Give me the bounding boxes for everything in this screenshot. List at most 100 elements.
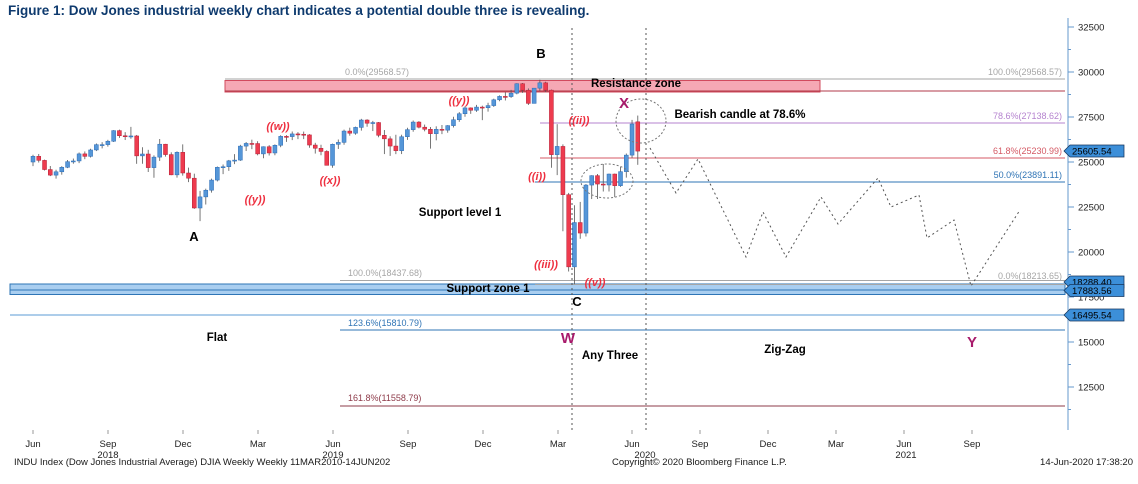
candle-up bbox=[243, 143, 249, 147]
candle-down bbox=[382, 135, 387, 140]
candle-up bbox=[157, 143, 162, 158]
x-axis-month-label: Jun bbox=[25, 439, 40, 450]
candle-up bbox=[405, 129, 410, 137]
candle-down bbox=[36, 156, 42, 161]
candle-down bbox=[301, 133, 306, 136]
x-axis-month-label: Mar bbox=[828, 439, 844, 450]
candle-up bbox=[197, 196, 203, 209]
candle-down bbox=[82, 153, 88, 157]
candle-up bbox=[94, 144, 99, 151]
candle-up bbox=[370, 122, 376, 124]
wave-label: ((w)) bbox=[266, 121, 290, 133]
candle-up bbox=[485, 105, 491, 108]
candle-down bbox=[376, 122, 381, 136]
candle-down bbox=[635, 121, 641, 152]
candle-up bbox=[99, 144, 105, 146]
x-axis-month-label: Sep bbox=[964, 439, 981, 450]
candle-up bbox=[272, 145, 278, 154]
candle-up bbox=[336, 142, 341, 145]
candle-down bbox=[312, 144, 318, 149]
wave-label: ((iii)) bbox=[534, 259, 558, 271]
candle-down bbox=[416, 121, 422, 128]
candle-down bbox=[595, 175, 600, 185]
candle-up bbox=[215, 167, 220, 181]
candle-down bbox=[284, 136, 289, 138]
price-tag-label: 16495.54 bbox=[1072, 311, 1112, 322]
candle-down bbox=[526, 89, 531, 104]
figure-title: Figure 1: Dow Jones industrial weekly ch… bbox=[8, 3, 590, 18]
candle-down bbox=[549, 89, 554, 155]
candle-up bbox=[76, 153, 82, 162]
candle-down bbox=[48, 169, 53, 176]
price-tag bbox=[1063, 144, 1125, 158]
note-label: Support level 1 bbox=[419, 207, 502, 219]
fib-label: 78.6%(27138.62) bbox=[993, 111, 1062, 121]
candle-up bbox=[359, 119, 364, 128]
candle-up bbox=[508, 92, 514, 97]
candle-up bbox=[445, 125, 450, 131]
support-zone-band bbox=[9, 283, 1066, 295]
candle-down bbox=[422, 126, 427, 130]
candle-down bbox=[145, 153, 151, 168]
candle-up bbox=[399, 136, 404, 151]
candle-down bbox=[122, 135, 128, 138]
candle-up bbox=[111, 130, 116, 142]
swing-letter: B bbox=[536, 46, 545, 61]
x-axis-month-label: Sep bbox=[400, 439, 417, 450]
candle-up bbox=[71, 160, 76, 163]
candle-up bbox=[537, 82, 543, 89]
candle-up bbox=[278, 136, 283, 146]
candle-up bbox=[232, 159, 237, 162]
candle-up bbox=[330, 144, 335, 166]
candle-down bbox=[168, 154, 174, 176]
wave-label: ((x)) bbox=[320, 175, 341, 187]
projection-zigzag bbox=[649, 147, 1021, 288]
candle-up bbox=[174, 152, 180, 176]
candle-up bbox=[151, 156, 157, 168]
candle-down bbox=[324, 151, 330, 166]
swing-letter: C bbox=[572, 294, 582, 309]
candle-up bbox=[462, 107, 468, 114]
candle-down bbox=[543, 82, 548, 91]
candle-down bbox=[468, 107, 474, 111]
candle-up bbox=[53, 171, 59, 176]
wave-label: ((y)) bbox=[245, 194, 266, 206]
candle-up bbox=[451, 119, 456, 126]
footer-copyright: Copyright© 2020 Bloomberg Finance L.P. bbox=[612, 457, 787, 468]
x-axis-month-label: Dec bbox=[760, 439, 777, 450]
candle-down bbox=[520, 83, 525, 91]
note-label: Flat bbox=[207, 332, 228, 344]
candle-down bbox=[364, 119, 370, 124]
candle-down bbox=[560, 146, 566, 195]
wave-label: ((ii)) bbox=[569, 115, 590, 127]
x-axis-year-label: 2021 bbox=[895, 450, 916, 461]
x-axis-month-label: Jun bbox=[896, 439, 911, 450]
candle-up bbox=[140, 153, 145, 157]
candle-down bbox=[163, 143, 168, 155]
x-axis-month-label: Mar bbox=[550, 439, 566, 450]
candle-up bbox=[618, 171, 623, 186]
candle-down bbox=[318, 147, 324, 152]
x-axis-month-label: Dec bbox=[475, 439, 492, 450]
candle-down bbox=[134, 135, 139, 157]
x-axis-year-label: 2018 bbox=[97, 450, 118, 461]
candle-up bbox=[531, 87, 537, 104]
candle-up bbox=[59, 167, 65, 173]
fib-label: 100.0%(18437.68) bbox=[348, 268, 422, 278]
footer-instrument: INDU Index (Dow Jones Industrial Average… bbox=[14, 457, 391, 468]
candle-up bbox=[456, 113, 462, 121]
y-axis-tick-label: 12500 bbox=[1078, 383, 1104, 394]
candle-up bbox=[203, 189, 209, 198]
x-axis-year-label: 2020 bbox=[634, 450, 655, 461]
candle-up bbox=[433, 129, 439, 134]
candle-down bbox=[180, 152, 186, 174]
candle-up bbox=[606, 173, 612, 186]
fib-label: 61.8%(25230.99) bbox=[993, 146, 1062, 156]
note-label: Support zone 1 bbox=[446, 283, 530, 295]
x-axis-month-label: Jun bbox=[325, 439, 340, 450]
candle-up bbox=[226, 160, 232, 167]
candle-up bbox=[353, 127, 358, 134]
fib-label: 123.6%(15810.79) bbox=[348, 318, 422, 328]
price-tag bbox=[1063, 284, 1125, 297]
